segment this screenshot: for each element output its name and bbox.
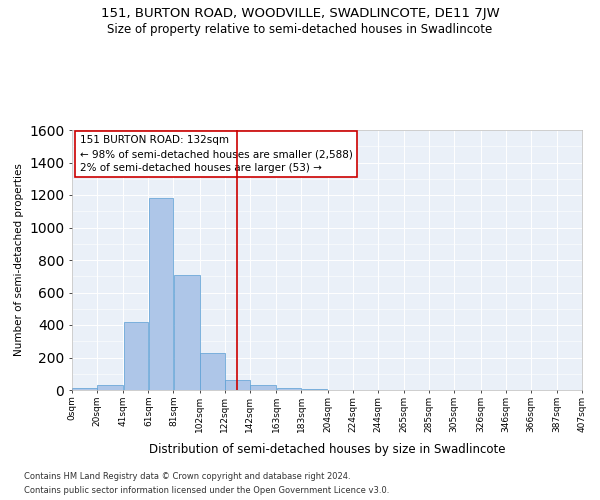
Bar [73,388,97,390]
Text: 151 BURTON ROAD: 132sqm
← 98% of semi-detached houses are smaller (2,588)
2% of : 151 BURTON ROAD: 132sqm ← 98% of semi-de… [80,135,353,173]
Text: Contains HM Land Registry data © Crown copyright and database right 2024.: Contains HM Land Registry data © Crown c… [24,472,350,481]
Y-axis label: Number of semi-detached properties: Number of semi-detached properties [14,164,23,356]
Bar [97,385,123,390]
Bar [124,322,148,390]
Bar [149,198,173,390]
Bar [250,385,276,390]
Bar [174,274,199,390]
Bar [302,389,328,390]
Bar [225,380,250,390]
Text: Size of property relative to semi-detached houses in Swadlincote: Size of property relative to semi-detach… [107,22,493,36]
Text: 151, BURTON ROAD, WOODVILLE, SWADLINCOTE, DE11 7JW: 151, BURTON ROAD, WOODVILLE, SWADLINCOTE… [101,8,499,20]
Bar [200,354,224,390]
Bar [277,388,301,390]
Text: Contains public sector information licensed under the Open Government Licence v3: Contains public sector information licen… [24,486,389,495]
Text: Distribution of semi-detached houses by size in Swadlincote: Distribution of semi-detached houses by … [149,442,505,456]
